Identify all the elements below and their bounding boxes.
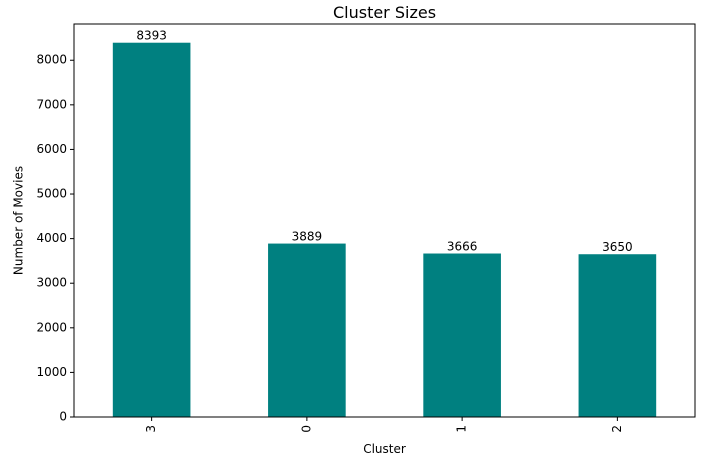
y-tick-label: 2000 [36, 320, 67, 334]
data-labels-group: 8393 3889 3666 3650 [136, 29, 632, 255]
y-tick-label: 6000 [36, 142, 67, 156]
x-axis: 3 0 1 2 [144, 417, 624, 433]
bar-cluster-0 [268, 243, 346, 417]
y-tick-label: 0 [59, 410, 67, 424]
data-label-cluster-0: 3889 [292, 230, 323, 244]
bars-group [112, 42, 657, 417]
y-tick-label: 1000 [36, 365, 67, 379]
plot-frame [73, 23, 696, 418]
y-tick-label: 5000 [36, 187, 67, 201]
x-tick-label: 2 [610, 425, 624, 433]
bar-cluster-1 [423, 253, 501, 417]
data-label-cluster-1: 3666 [447, 240, 478, 254]
y-tick-label: 7000 [36, 97, 67, 111]
data-label-cluster-2: 3650 [602, 240, 633, 254]
chart-title: Cluster Sizes [333, 3, 436, 22]
y-axis: 0 1000 2000 3000 4000 5000 6000 7000 8000 [36, 53, 74, 424]
x-tick-label: 0 [299, 425, 313, 433]
bar-cluster-3 [112, 42, 191, 417]
y-tick-label: 4000 [36, 231, 67, 245]
y-tick-label: 8000 [36, 53, 67, 67]
y-axis-label: Number of Movies [12, 166, 26, 275]
data-label-cluster-3: 8393 [136, 29, 167, 43]
x-tick-label: 3 [144, 425, 158, 433]
x-axis-label: Cluster [363, 442, 406, 456]
bar-cluster-2 [578, 254, 657, 417]
x-tick-label: 1 [455, 425, 469, 433]
y-tick-label: 3000 [36, 276, 67, 290]
